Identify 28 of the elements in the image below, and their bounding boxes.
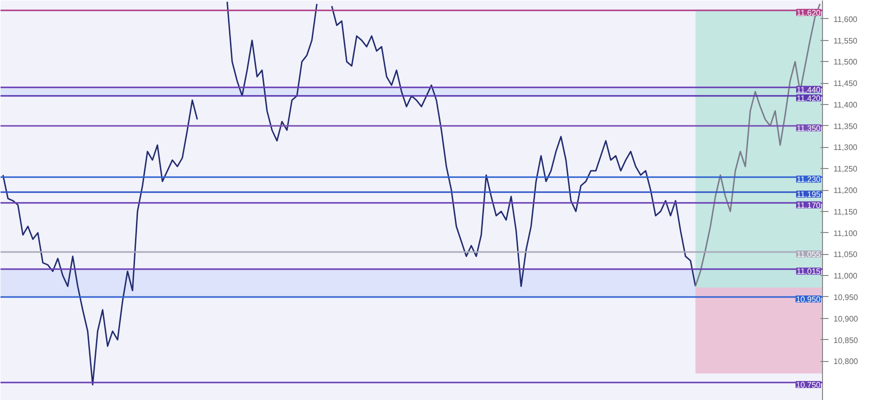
ref-line-label: 11,230 (796, 175, 822, 184)
ref-line-label: 11,350 (796, 124, 822, 133)
y-tick-label: 11,000 (834, 272, 858, 281)
ref-line-label: 10,750 (796, 380, 822, 390)
y-tick-label: 11,450 (834, 79, 858, 88)
y-tick-label: 10,950 (834, 292, 859, 302)
y-tick-label: 11,150 (834, 207, 858, 216)
y-tick-label: 10,850 (834, 336, 859, 345)
y-tick-label: 11,400 (834, 100, 858, 110)
ref-line-label: 11,195 (796, 190, 822, 200)
y-tick-label: 11,350 (834, 122, 858, 131)
ref-line-label: 10,950 (796, 294, 822, 304)
y-tick-label: 11,300 (834, 143, 858, 152)
y-tick-label: 10,900 (834, 314, 859, 324)
y-tick-label: 11,250 (834, 164, 858, 174)
y-tick-label: 11,600 (834, 14, 858, 24)
y-tick-label: 10,800 (834, 357, 859, 366)
y-tick-label: 11,200 (834, 186, 858, 196)
ref-line-label: 11,170 (796, 200, 822, 210)
ref-line-label: 11,055 (796, 250, 822, 260)
ref-line-label: 11,440 (796, 85, 822, 94)
y-tick-label: 11,550 (834, 36, 858, 46)
ref-line-label: 11,620 (796, 8, 822, 18)
y-tick-label: 11,500 (834, 58, 858, 67)
ref-line-label: 11,015 (796, 267, 822, 276)
ref-line-label: 11,420 (796, 94, 822, 103)
y-tick-label: 11,050 (834, 250, 858, 260)
y-tick-label: 11,100 (834, 228, 858, 238)
